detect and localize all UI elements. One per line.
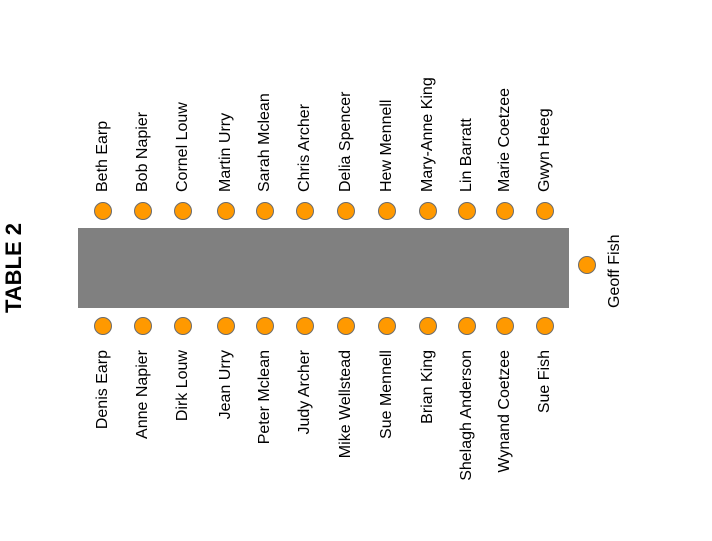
seat-bottom: [378, 317, 396, 335]
seat-name: Mike Wellstead: [337, 350, 354, 459]
seat-top: [134, 202, 152, 220]
seat-name: Lin Barratt: [458, 118, 475, 192]
seat-bottom: [419, 317, 437, 335]
seat-name: Anne Napier: [134, 350, 151, 439]
seat-bottom: [458, 317, 476, 335]
seat-name: Gwyn Heeg: [536, 108, 553, 192]
seat-name: Dirk Louw: [174, 350, 191, 422]
seat-name: Sue Fish: [536, 350, 553, 414]
seat-name: Peter Mclean: [256, 350, 273, 445]
seat-top: [94, 202, 112, 220]
seat-bottom: [296, 317, 314, 335]
seat-top: [296, 202, 314, 220]
seat-bottom: [217, 317, 235, 335]
seat-bottom: [496, 317, 514, 335]
seat-name: Sue Mennell: [378, 350, 395, 439]
seat-name: Sarah Mclean: [256, 93, 273, 192]
seat-top: [217, 202, 235, 220]
seat-name: Judy Archer: [296, 350, 313, 435]
seat-top: [458, 202, 476, 220]
seat-name: Denis Earp: [94, 350, 111, 430]
table-title: TABLE 2: [1, 222, 26, 314]
seat-top: [337, 202, 355, 220]
seat-bottom: [536, 317, 554, 335]
seat-name: Martin Urry: [217, 112, 234, 192]
seat-name: Delia Spencer: [337, 91, 354, 193]
seat-top: [496, 202, 514, 220]
dining-table: [78, 228, 569, 308]
seat-top: [419, 202, 437, 220]
seat-bottom: [94, 317, 112, 335]
seat-name: Beth Earp: [94, 120, 111, 192]
seat-bottom: [256, 317, 274, 335]
seat-top: [378, 202, 396, 220]
seat-bottom: [337, 317, 355, 335]
seat-name: Jean Urry: [217, 350, 234, 420]
seat-name: Cornel Louw: [174, 102, 191, 192]
seat-top: [256, 202, 274, 220]
seat-name: Marie Coetzee: [496, 87, 513, 192]
seat-name: Brian King: [419, 350, 436, 424]
seat-name: Wynand Coetzee: [496, 350, 513, 473]
seat-top: [536, 202, 554, 220]
seat-top: [174, 202, 192, 220]
seat-name: Bob Napier: [134, 111, 151, 192]
seat-bottom: [134, 317, 152, 335]
seat-head: [578, 256, 596, 274]
seat-name: Shelagh Anderson: [458, 350, 475, 481]
seat-name: Hew Mennell: [378, 99, 395, 192]
seat-bottom: [174, 317, 192, 335]
seat-name: Chris Archer: [296, 103, 313, 192]
seat-name: Geoff Fish: [606, 234, 623, 308]
seat-name: Mary-Anne King: [419, 77, 436, 192]
